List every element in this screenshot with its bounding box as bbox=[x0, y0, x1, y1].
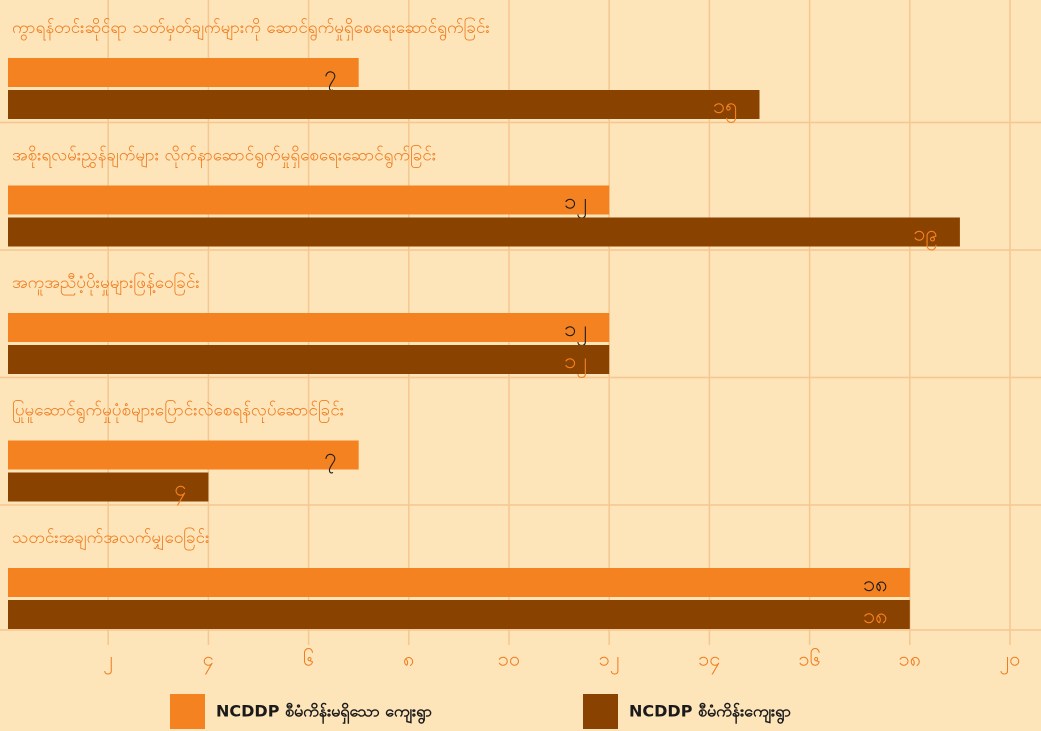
value-label: ၁၈ bbox=[863, 572, 888, 597]
category-label: အကူအညီပံ့ပိုးမှုများဖြန့်ဝေခြင်း bbox=[12, 271, 200, 296]
category-label: ပြုမူဆောင်ရွက်မှုပုံစံများပြောင်းလဲစေရန်… bbox=[12, 399, 344, 424]
value-label: ၇ bbox=[324, 62, 336, 91]
value-label: ၄ bbox=[174, 477, 186, 506]
legend-label: NCDDP စီမံကိန်းကျေးရွာ bbox=[629, 702, 791, 725]
bar bbox=[8, 472, 209, 502]
value-label: ၁၂ bbox=[564, 349, 587, 378]
bar bbox=[8, 600, 910, 629]
legend-swatch bbox=[170, 694, 205, 729]
category-label: သတင်းအချက်အလက်မျှဝေခြင်း bbox=[12, 526, 209, 551]
bar bbox=[8, 90, 760, 119]
x-tick-label: ၁၂ bbox=[599, 647, 620, 675]
x-tick-label: ၁၀ bbox=[498, 647, 521, 671]
x-tick-label: ၂၀ bbox=[999, 647, 1020, 675]
value-label: ၁၂ bbox=[564, 190, 587, 219]
x-tick-label: ၁၈ bbox=[898, 647, 921, 671]
bar bbox=[8, 185, 610, 215]
value-label: ၁၉ bbox=[913, 222, 938, 251]
legend-label: NCDDP စီမံကိန်းမရှိသော ကျေးရွာ bbox=[216, 702, 432, 725]
x-tick-label: ၁၆ bbox=[798, 647, 821, 671]
category-label: အစိုးရလမ်းညွှန်ချက်များ လိုက်နာဆောင်ရွက်… bbox=[12, 144, 436, 169]
bar bbox=[8, 58, 359, 87]
x-tick-label: ၄ bbox=[203, 647, 214, 675]
bar bbox=[8, 217, 960, 247]
x-tick-label: ၆ bbox=[303, 647, 314, 671]
category-label: ကွာရန်တင်းဆိုင်ရာ သတ်မှတ်ချက်များကို ဆော… bbox=[12, 16, 490, 41]
x-tick-label: ၂ bbox=[103, 647, 113, 675]
bar bbox=[8, 345, 610, 374]
bar bbox=[8, 313, 610, 342]
value-label: ၁၅ bbox=[713, 94, 738, 123]
bar bbox=[8, 568, 910, 597]
value-label: ၇ bbox=[324, 445, 336, 474]
x-tick-label: ၁၄ bbox=[698, 647, 721, 675]
value-label: ၁၂ bbox=[564, 317, 587, 346]
value-label: ၁၈ bbox=[863, 604, 888, 629]
bar bbox=[8, 440, 359, 470]
x-tick-label: ၈ bbox=[403, 647, 414, 671]
legend-swatch bbox=[583, 694, 618, 729]
